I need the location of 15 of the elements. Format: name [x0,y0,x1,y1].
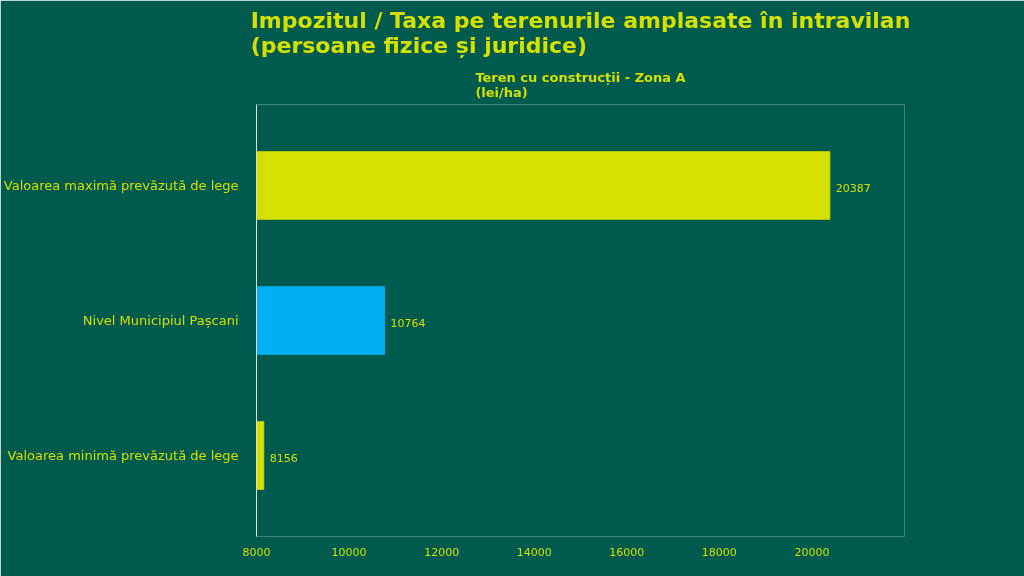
data-label: 10764 [390,316,426,330]
x-tick-label: 10000 [331,545,367,559]
x-tick-label: 8000 [242,545,271,559]
chart-title: Impozitul / Taxa pe terenurile amplasate în intravilan (persoane fizice și juridice) [250,7,911,58]
x-tick-label: 20000 [794,545,830,559]
y-tick-label: Valoarea maximă prevăzută de lege [3,178,239,193]
chart-subtitle: Teren cu construcții - Zona A (lei/ha) [475,69,686,100]
x-tick-label: 16000 [609,545,645,559]
data-label: 20387 [835,181,871,195]
y-tick-label: Valoarea minimă prevăzută de lege [7,448,239,463]
x-tick-label: 18000 [701,545,737,559]
data-label: 8156 [269,451,298,465]
x-tick-label: 12000 [424,545,460,559]
x-tick-label: 14000 [516,545,552,559]
y-tick-label: Nivel Municipiul Pașcani [82,313,239,328]
